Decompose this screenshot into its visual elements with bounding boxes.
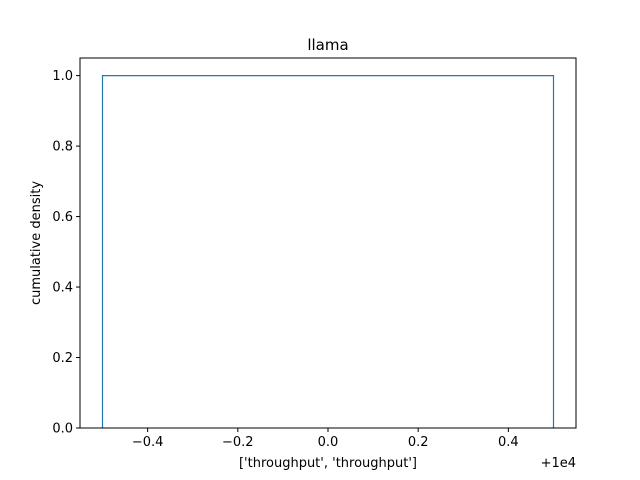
y-tick-label: 0.4: [52, 281, 73, 296]
x-tick-label: 0.4: [498, 435, 519, 450]
x-axis-label: ['throughput', 'throughput']: [239, 456, 417, 471]
chart-title: llama: [307, 36, 348, 54]
x-tick-label: 0.2: [408, 435, 429, 450]
x-axis: −0.4 −0.2 0.0 0.2 0.4: [132, 428, 519, 450]
y-axis: 0.0 0.2 0.4 0.6 0.8 1.0: [52, 69, 80, 437]
y-axis-label: cumulative density: [29, 181, 44, 305]
x-tick-label: −0.4: [132, 435, 164, 450]
y-tick-label: 1.0: [52, 69, 73, 84]
series-line-0: [101, 74, 555, 428]
x-tick-label: −0.2: [222, 435, 254, 450]
y-tick-label: 0.6: [52, 210, 73, 225]
y-tick-label: 0.0: [52, 422, 73, 437]
plot-area: [80, 58, 576, 428]
x-tick-label: 0.0: [318, 435, 339, 450]
x-offset-label: +1e4: [541, 456, 576, 471]
y-tick-label: 0.2: [52, 351, 73, 366]
y-tick-label: 0.8: [52, 140, 73, 155]
series-layer: [101, 74, 555, 428]
